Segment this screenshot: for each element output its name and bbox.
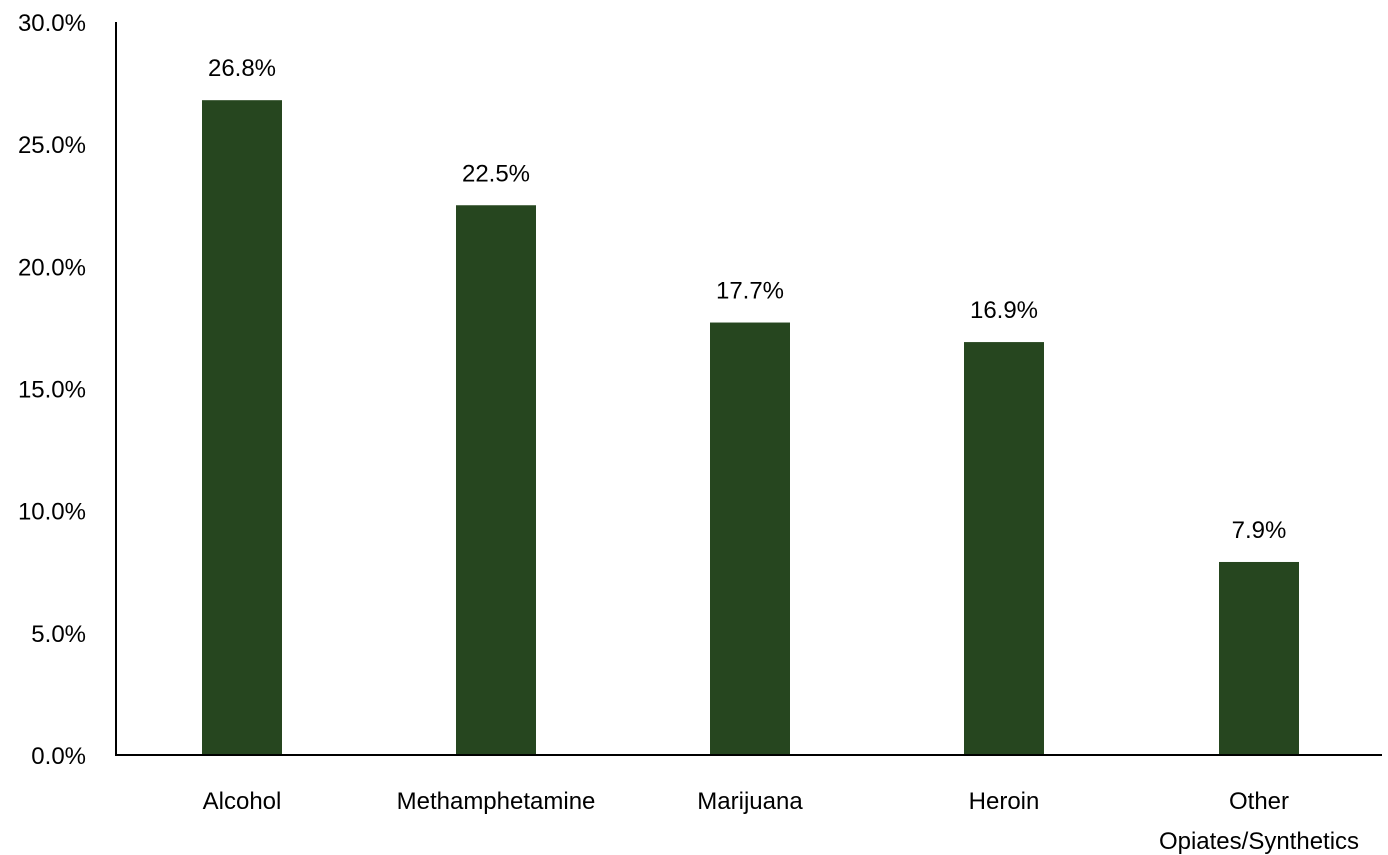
data-label: 26.8% <box>208 55 276 82</box>
bar-heroin <box>964 342 1044 755</box>
y-tick-label: 5.0% <box>31 621 86 648</box>
bar-marijuana <box>710 322 790 755</box>
data-label: 17.7% <box>716 278 784 305</box>
x-tick-label: Methamphetamine <box>397 788 596 815</box>
bar-other-opiates-synthetics <box>1219 561 1299 755</box>
x-tick-label: Heroin <box>969 788 1040 815</box>
data-label: 7.9% <box>1232 517 1287 544</box>
y-tick-label: 10.0% <box>18 499 86 526</box>
bars-group <box>202 100 1299 756</box>
y-tick-label: 20.0% <box>18 254 86 281</box>
data-label: 16.9% <box>970 297 1038 324</box>
x-tick-label: Alcohol <box>203 788 282 815</box>
y-axis-ticks: 0.0% 5.0% 10.0% 15.0% 20.0% 25.0% 30.0% <box>18 10 86 770</box>
x-tick-label: Marijuana <box>697 788 803 815</box>
y-tick-label: 25.0% <box>18 132 86 159</box>
x-tick-label: Other <box>1229 788 1289 815</box>
y-tick-label: 30.0% <box>18 10 86 37</box>
y-tick-label: 0.0% <box>31 743 86 770</box>
data-label: 22.5% <box>462 160 530 187</box>
y-tick-label: 15.0% <box>18 377 86 404</box>
bar-methamphetamine <box>456 205 536 755</box>
data-labels-group: 26.8% 22.5% 17.7% 16.9% 7.9% <box>208 55 1286 544</box>
bar-alcohol <box>202 100 282 756</box>
category-labels-group: Alcohol Methamphetamine Marijuana Heroin Oth… <box>203 788 1359 855</box>
x-tick-label: Opiates/Synthetics <box>1159 828 1359 855</box>
